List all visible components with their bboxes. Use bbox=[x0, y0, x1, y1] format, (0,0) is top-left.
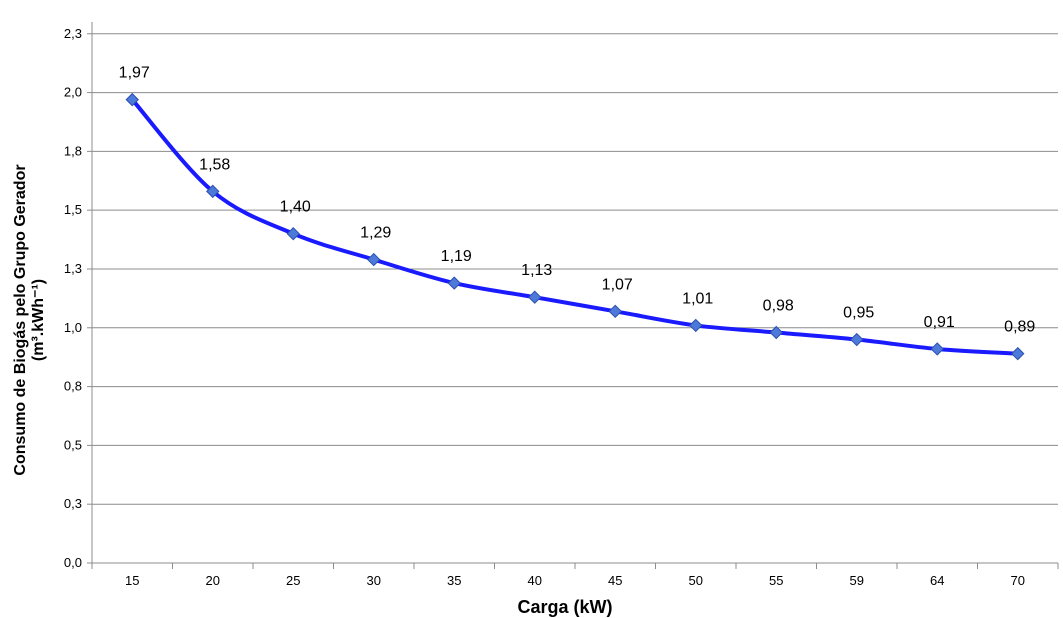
x-tick-label: 15 bbox=[125, 573, 139, 588]
y-tick-label: 0,3 bbox=[64, 496, 82, 511]
y-tick-label: 0,5 bbox=[64, 437, 82, 452]
x-tick-labels: 15 20 25 30 35 40 45 50 55 59 64 70 bbox=[125, 573, 1025, 588]
data-label: 0,89 bbox=[1004, 319, 1035, 336]
data-labels: 1,97 1,58 1,40 1,29 1,19 1,13 1,07 1,01 0,98 0,95… bbox=[119, 65, 1036, 336]
data-marker bbox=[528, 290, 542, 304]
data-markers bbox=[125, 92, 1025, 361]
data-label: 1,58 bbox=[199, 156, 230, 173]
y-tick-label: 1,3 bbox=[64, 261, 82, 276]
y-tick-label: 2,3 bbox=[64, 26, 82, 41]
y-axis-title-line1: Consumo de Biogás pelo Grupo Gerador bbox=[12, 164, 29, 475]
y-axis-title-line2: (m³.kWh⁻¹) bbox=[30, 279, 47, 361]
data-marker bbox=[850, 332, 864, 347]
data-marker bbox=[367, 252, 381, 267]
x-tick-label: 55 bbox=[769, 573, 783, 588]
y-tick-label: 1,5 bbox=[64, 202, 82, 217]
x-tick-label: 59 bbox=[850, 573, 864, 588]
x-tick-label: 70 bbox=[1011, 573, 1025, 588]
y-tick-label: 1,0 bbox=[64, 320, 82, 335]
data-marker bbox=[206, 184, 220, 199]
data-label: 1,19 bbox=[441, 248, 472, 265]
x-axis-title: Carga (kW) bbox=[517, 597, 612, 617]
data-label: 0,91 bbox=[924, 314, 955, 331]
x-tick-label: 50 bbox=[689, 573, 703, 588]
data-marker bbox=[930, 342, 944, 356]
data-marker bbox=[286, 226, 300, 241]
data-label: 1,13 bbox=[521, 262, 552, 279]
x-tick-label: 35 bbox=[447, 573, 461, 588]
y-tick-labels: 0,0 0,3 0,5 0,8 1,0 1,3 1,5 1,8 2,0 2,3 bbox=[64, 26, 82, 570]
data-label: 1,29 bbox=[360, 225, 391, 242]
data-marker bbox=[689, 318, 703, 333]
gridlines bbox=[92, 33, 1058, 505]
data-label: 0,98 bbox=[763, 297, 794, 314]
data-label: 0,95 bbox=[843, 305, 874, 322]
data-marker bbox=[608, 304, 622, 319]
data-label: 1,01 bbox=[682, 290, 713, 307]
data-marker bbox=[447, 276, 461, 290]
x-tick-label: 45 bbox=[608, 573, 622, 588]
x-tick-label: 30 bbox=[367, 573, 381, 588]
data-label: 1,07 bbox=[602, 276, 633, 293]
axes bbox=[87, 22, 1059, 569]
y-tick-label: 2,0 bbox=[64, 85, 82, 100]
y-tick-label: 0,0 bbox=[64, 555, 82, 570]
y-tick-label: 0,8 bbox=[64, 379, 82, 394]
y-tick-label: 1,8 bbox=[64, 143, 82, 158]
data-label: 1,40 bbox=[280, 199, 311, 216]
series-line bbox=[130, 97, 1020, 356]
x-tick-label: 40 bbox=[528, 573, 542, 588]
x-tick-label: 20 bbox=[206, 573, 220, 588]
data-marker bbox=[1011, 346, 1025, 361]
x-tick-label: 25 bbox=[286, 573, 300, 588]
data-label: 1,97 bbox=[119, 65, 150, 82]
x-tick-label: 64 bbox=[930, 573, 944, 588]
data-marker bbox=[125, 92, 139, 107]
data-marker bbox=[769, 325, 783, 340]
